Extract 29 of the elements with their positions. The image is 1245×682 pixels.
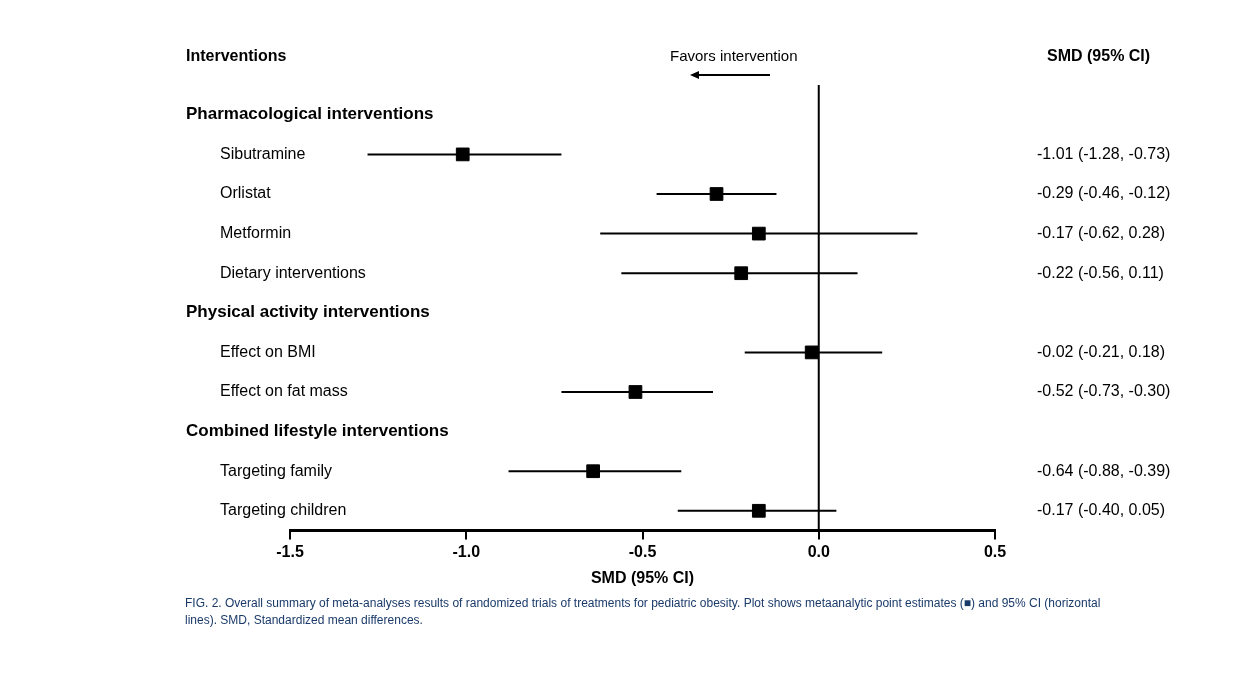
- x-tick-label: 0.5: [983, 542, 1007, 560]
- data-label: -0.52 (-0.73, -0.30): [1037, 382, 1171, 400]
- text: Interventions: [186, 47, 287, 65]
- x-tick-label: -0.5: [628, 542, 657, 560]
- x-axis-title: SMD (95% CI): [590, 568, 695, 586]
- caption: FIG. 2. Overall summary of meta-analyses results of randomized trials of treatments for pediatric obesity. Plot shows metaanalytic point estimates (■) and 95% CI (horizontal lines). SMD, Standardized mean differences.: [185, 595, 1102, 629]
- y-tick-label: Physical activity interventions: [186, 302, 430, 322]
- y-tick-label: Pharmacological interventions: [186, 104, 434, 124]
- y-tick-label: Metformin: [220, 224, 292, 242]
- y-tick-label: Combined lifestyle interventions: [186, 421, 449, 441]
- y-tick-label: Targeting family: [220, 461, 333, 479]
- y-tick-label: Effect on BMI: [220, 342, 316, 360]
- text: SMD (95% CI): [1047, 47, 1151, 65]
- y-tick-label: Sibutramine: [220, 144, 306, 162]
- data-label: -0.29 (-0.46, -0.12): [1037, 184, 1171, 202]
- data-label: -0.17 (-0.62, 0.28): [1037, 224, 1166, 242]
- data-label: -0.22 (-0.56, 0.11): [1037, 263, 1164, 281]
- data-label: -0.17 (-0.40, 0.05): [1037, 501, 1166, 519]
- data-label: -1.01 (-1.28, -0.73): [1037, 144, 1171, 162]
- x-tick-label: -1.5: [276, 542, 304, 560]
- y-tick-label: Dietary interventions: [220, 263, 366, 281]
- y-tick-label: Targeting children: [220, 501, 347, 519]
- x-tick-label: 0.0: [807, 542, 830, 560]
- x-tick-label: -1.0: [452, 542, 481, 560]
- text: Favors intervention: [669, 47, 798, 65]
- data-label: -0.02 (-0.21, 0.18): [1037, 342, 1166, 360]
- data-label: -0.64 (-0.88, -0.39): [1037, 461, 1171, 479]
- y-tick-label: Orlistat: [220, 184, 272, 202]
- y-tick-label: Effect on fat mass: [220, 382, 348, 400]
